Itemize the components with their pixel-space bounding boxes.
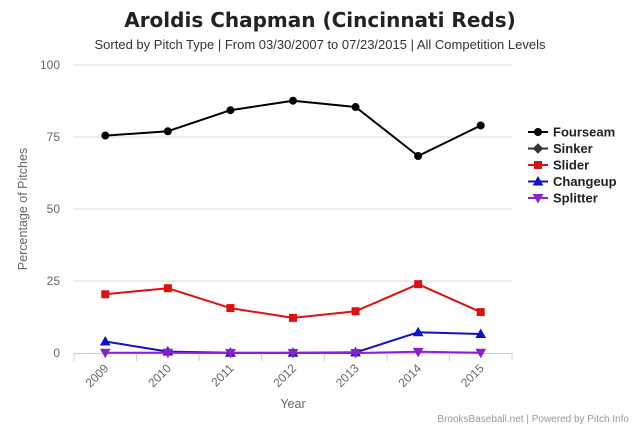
chart-subtitle: Sorted by Pitch Type | From 03/30/2007 t…	[95, 37, 546, 52]
y-axis-label: Percentage of Pitches	[16, 148, 30, 270]
data-point-fourseam[interactable]	[476, 121, 485, 130]
credits[interactable]: BrooksBaseball.net | Powered by Pitch In…	[437, 414, 629, 425]
legend-label: Sinker	[553, 141, 593, 156]
data-point-splitter[interactable]	[475, 348, 487, 359]
legend-label: Slider	[553, 158, 589, 173]
series	[99, 96, 487, 359]
y-tick-label: 75	[47, 130, 61, 144]
legend-marker-fourseam[interactable]	[534, 128, 542, 136]
data-point-fourseam[interactable]	[414, 152, 423, 161]
series-fourseam	[101, 96, 485, 161]
data-point-splitter[interactable]	[287, 349, 299, 359]
axes: 0 25 50 75 100 2009 2010 2011 2012 2013 2014 2015	[40, 58, 513, 390]
legend-item-changeup[interactable]: Changeup	[528, 174, 617, 189]
legend-item-splitter[interactable]: Splitter	[528, 191, 598, 206]
y-tick-label: 25	[47, 274, 61, 288]
y-tick-label: 100	[40, 58, 60, 72]
legend-label: Changeup	[553, 174, 617, 189]
legend-item-fourseam[interactable]: Fourseam	[528, 125, 615, 140]
data-point-splitter[interactable]	[225, 349, 236, 359]
legend-label: Splitter	[553, 191, 598, 206]
x-tick-label: 2014	[395, 361, 424, 390]
grid	[74, 64, 512, 282]
data-point-splitter[interactable]	[99, 348, 111, 359]
series-splitter	[99, 347, 487, 359]
data-point-changeup[interactable]	[99, 335, 111, 346]
legend-marker-slider[interactable]	[534, 161, 542, 169]
x-tick-label: 2015	[458, 361, 487, 390]
x-tick-label: 2013	[333, 361, 362, 390]
data-point-fourseam[interactable]	[101, 131, 110, 140]
legend-marker-sinker[interactable]	[532, 143, 544, 154]
data-point-splitter[interactable]	[162, 348, 174, 359]
data-point-slider[interactable]	[101, 290, 110, 299]
x-axis-label: Year	[280, 397, 305, 411]
data-point-changeup[interactable]	[412, 326, 424, 337]
legend-item-sinker[interactable]: Sinker	[528, 141, 593, 156]
data-point-fourseam[interactable]	[289, 96, 297, 105]
x-tick-label: 2010	[145, 361, 174, 390]
data-point-slider[interactable]	[476, 308, 485, 317]
y-tick-label: 0	[53, 346, 60, 360]
data-point-slider[interactable]	[351, 307, 360, 316]
data-point-splitter[interactable]	[350, 349, 361, 359]
data-point-slider[interactable]	[289, 313, 297, 322]
x-tick-label: 2012	[270, 361, 299, 390]
data-point-changeup[interactable]	[475, 328, 487, 338]
x-tick-label: 2009	[83, 361, 112, 390]
legend-marker-splitter[interactable]	[532, 194, 544, 204]
series-slider	[101, 280, 485, 322]
data-point-slider[interactable]	[226, 304, 235, 313]
legend-item-slider[interactable]: Slider	[528, 158, 589, 173]
legend-marker-changeup[interactable]	[532, 175, 544, 186]
data-point-splitter[interactable]	[412, 347, 424, 358]
data-point-fourseam[interactable]	[226, 106, 235, 115]
y-tick-label: 50	[47, 202, 61, 216]
data-point-slider[interactable]	[414, 280, 423, 289]
data-point-fourseam[interactable]	[163, 127, 172, 136]
x-tick-label: 2011	[208, 361, 236, 389]
series-line-slider	[105, 283, 482, 319]
data-point-slider[interactable]	[163, 284, 172, 293]
series-line-fourseam	[105, 99, 482, 157]
chart-title: Aroldis Chapman (Cincinnati Reds)	[124, 8, 516, 32]
legend-label: Fourseam	[553, 125, 615, 140]
data-point-fourseam[interactable]	[351, 103, 360, 112]
